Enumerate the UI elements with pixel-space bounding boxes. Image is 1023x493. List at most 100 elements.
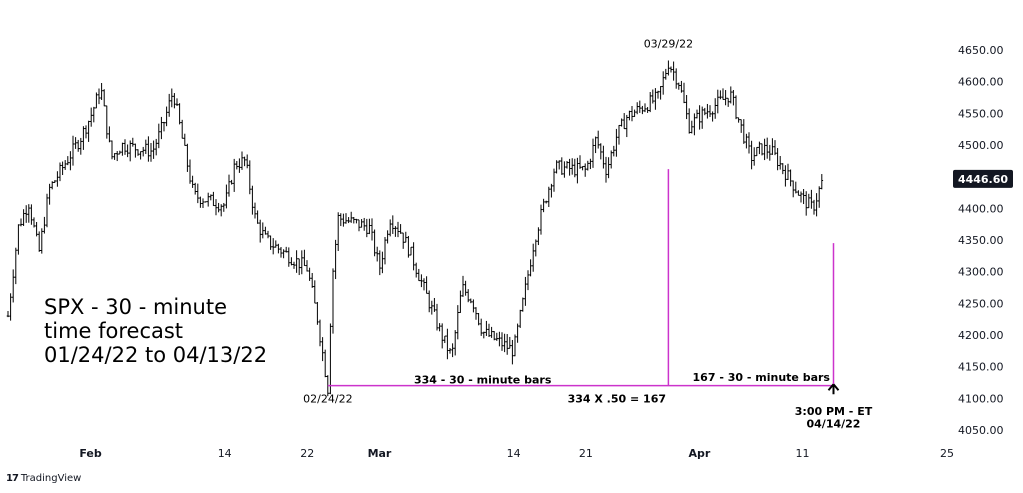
price-bar bbox=[141, 146, 145, 157]
price-bar bbox=[245, 154, 249, 169]
price-bar bbox=[271, 238, 275, 255]
price-bar bbox=[635, 102, 639, 115]
price-bar bbox=[173, 93, 176, 109]
price-bar bbox=[144, 139, 148, 155]
x-axis: Feb 14 22 Mar 14 21 Apr 11 25 bbox=[79, 447, 954, 460]
price-bar bbox=[160, 116, 163, 140]
price-bar bbox=[789, 169, 792, 187]
price-bar bbox=[820, 174, 824, 190]
price-bar bbox=[672, 61, 675, 81]
price-bar bbox=[292, 261, 296, 269]
price-bar bbox=[401, 232, 405, 249]
x-tick-label: 14 bbox=[507, 447, 521, 460]
price-bar bbox=[615, 128, 618, 157]
x-tick-label: 21 bbox=[579, 447, 593, 460]
price-bar bbox=[752, 147, 756, 166]
price-bar bbox=[100, 82, 103, 101]
price-bar bbox=[396, 221, 400, 238]
price-bar bbox=[443, 335, 447, 344]
price-bar bbox=[183, 133, 187, 146]
price-bar bbox=[269, 235, 272, 250]
price-bar bbox=[147, 136, 150, 162]
price-bar bbox=[243, 156, 246, 167]
price-bar bbox=[279, 246, 283, 258]
price-bar bbox=[290, 257, 293, 266]
price-bar bbox=[22, 209, 25, 227]
price-bar bbox=[206, 192, 210, 207]
price-bar bbox=[11, 269, 15, 303]
price-bar bbox=[14, 247, 18, 285]
price-bar bbox=[238, 158, 241, 173]
price-bar bbox=[695, 109, 699, 119]
price-bar bbox=[360, 219, 363, 228]
price-bar bbox=[152, 140, 155, 159]
price-bar bbox=[563, 161, 566, 178]
price-bar bbox=[95, 92, 98, 109]
price-bar bbox=[773, 140, 777, 156]
price-bar bbox=[747, 132, 751, 154]
price-bar bbox=[778, 155, 782, 170]
price-bar bbox=[27, 204, 31, 223]
price-bar bbox=[786, 163, 790, 180]
price-bar bbox=[48, 183, 51, 205]
price-bar bbox=[812, 199, 816, 215]
price-bar bbox=[729, 86, 733, 104]
price-bar bbox=[386, 230, 389, 244]
price-bar bbox=[347, 217, 350, 224]
price-bar bbox=[765, 137, 769, 159]
price-bar bbox=[82, 126, 85, 150]
price-bar bbox=[531, 243, 535, 272]
price-bar bbox=[336, 212, 340, 251]
price-bar bbox=[456, 305, 460, 340]
price-bar bbox=[24, 205, 28, 223]
price-bar bbox=[703, 107, 707, 116]
price-bar bbox=[191, 175, 194, 188]
price-bar bbox=[797, 190, 800, 196]
price-bar bbox=[108, 126, 111, 143]
price-bar bbox=[305, 260, 309, 272]
price-bar bbox=[547, 186, 551, 207]
price-bar bbox=[508, 336, 512, 349]
price-bar bbox=[599, 143, 603, 160]
price-bar bbox=[40, 228, 44, 254]
price-bar bbox=[591, 138, 595, 168]
price-bar bbox=[414, 262, 418, 278]
price-bar bbox=[56, 171, 59, 187]
price-bar bbox=[459, 290, 462, 314]
price-bar bbox=[204, 201, 207, 203]
price-bar bbox=[755, 146, 759, 157]
price-bar bbox=[503, 333, 506, 353]
price-bar bbox=[110, 140, 114, 160]
x-tick-label: 25 bbox=[940, 447, 954, 460]
price-bar bbox=[310, 272, 314, 288]
price-bar bbox=[45, 193, 49, 228]
price-bar bbox=[609, 150, 613, 169]
price-bar bbox=[186, 143, 189, 172]
price-bar bbox=[781, 163, 785, 175]
price-bar bbox=[513, 334, 517, 357]
y-tick-label: 4600.00 bbox=[958, 76, 1004, 89]
price-bar bbox=[349, 211, 353, 223]
brand-name: TradingView bbox=[20, 473, 82, 484]
price-bar bbox=[274, 240, 278, 248]
price-bar bbox=[422, 278, 426, 291]
price-bar bbox=[149, 143, 153, 162]
x-tick-label: Feb bbox=[79, 447, 102, 460]
price-bar bbox=[165, 106, 168, 127]
price-bar bbox=[316, 302, 319, 325]
title-line: time forecast bbox=[44, 319, 183, 343]
price-bar bbox=[225, 184, 228, 209]
last-price-label[interactable]: 4446.60 bbox=[953, 169, 1013, 188]
price-bar bbox=[461, 275, 465, 297]
date-label: 02/24/22 bbox=[303, 392, 352, 405]
price-bar bbox=[570, 158, 574, 175]
price-bar bbox=[261, 222, 265, 239]
price-bar bbox=[469, 298, 473, 304]
x-tick-label: 11 bbox=[796, 447, 810, 460]
price-bar bbox=[251, 185, 254, 215]
price-bar bbox=[726, 97, 730, 107]
price-bar bbox=[362, 217, 366, 231]
price-bar bbox=[638, 100, 642, 113]
price-bar bbox=[162, 121, 166, 132]
price-bar bbox=[373, 229, 376, 257]
